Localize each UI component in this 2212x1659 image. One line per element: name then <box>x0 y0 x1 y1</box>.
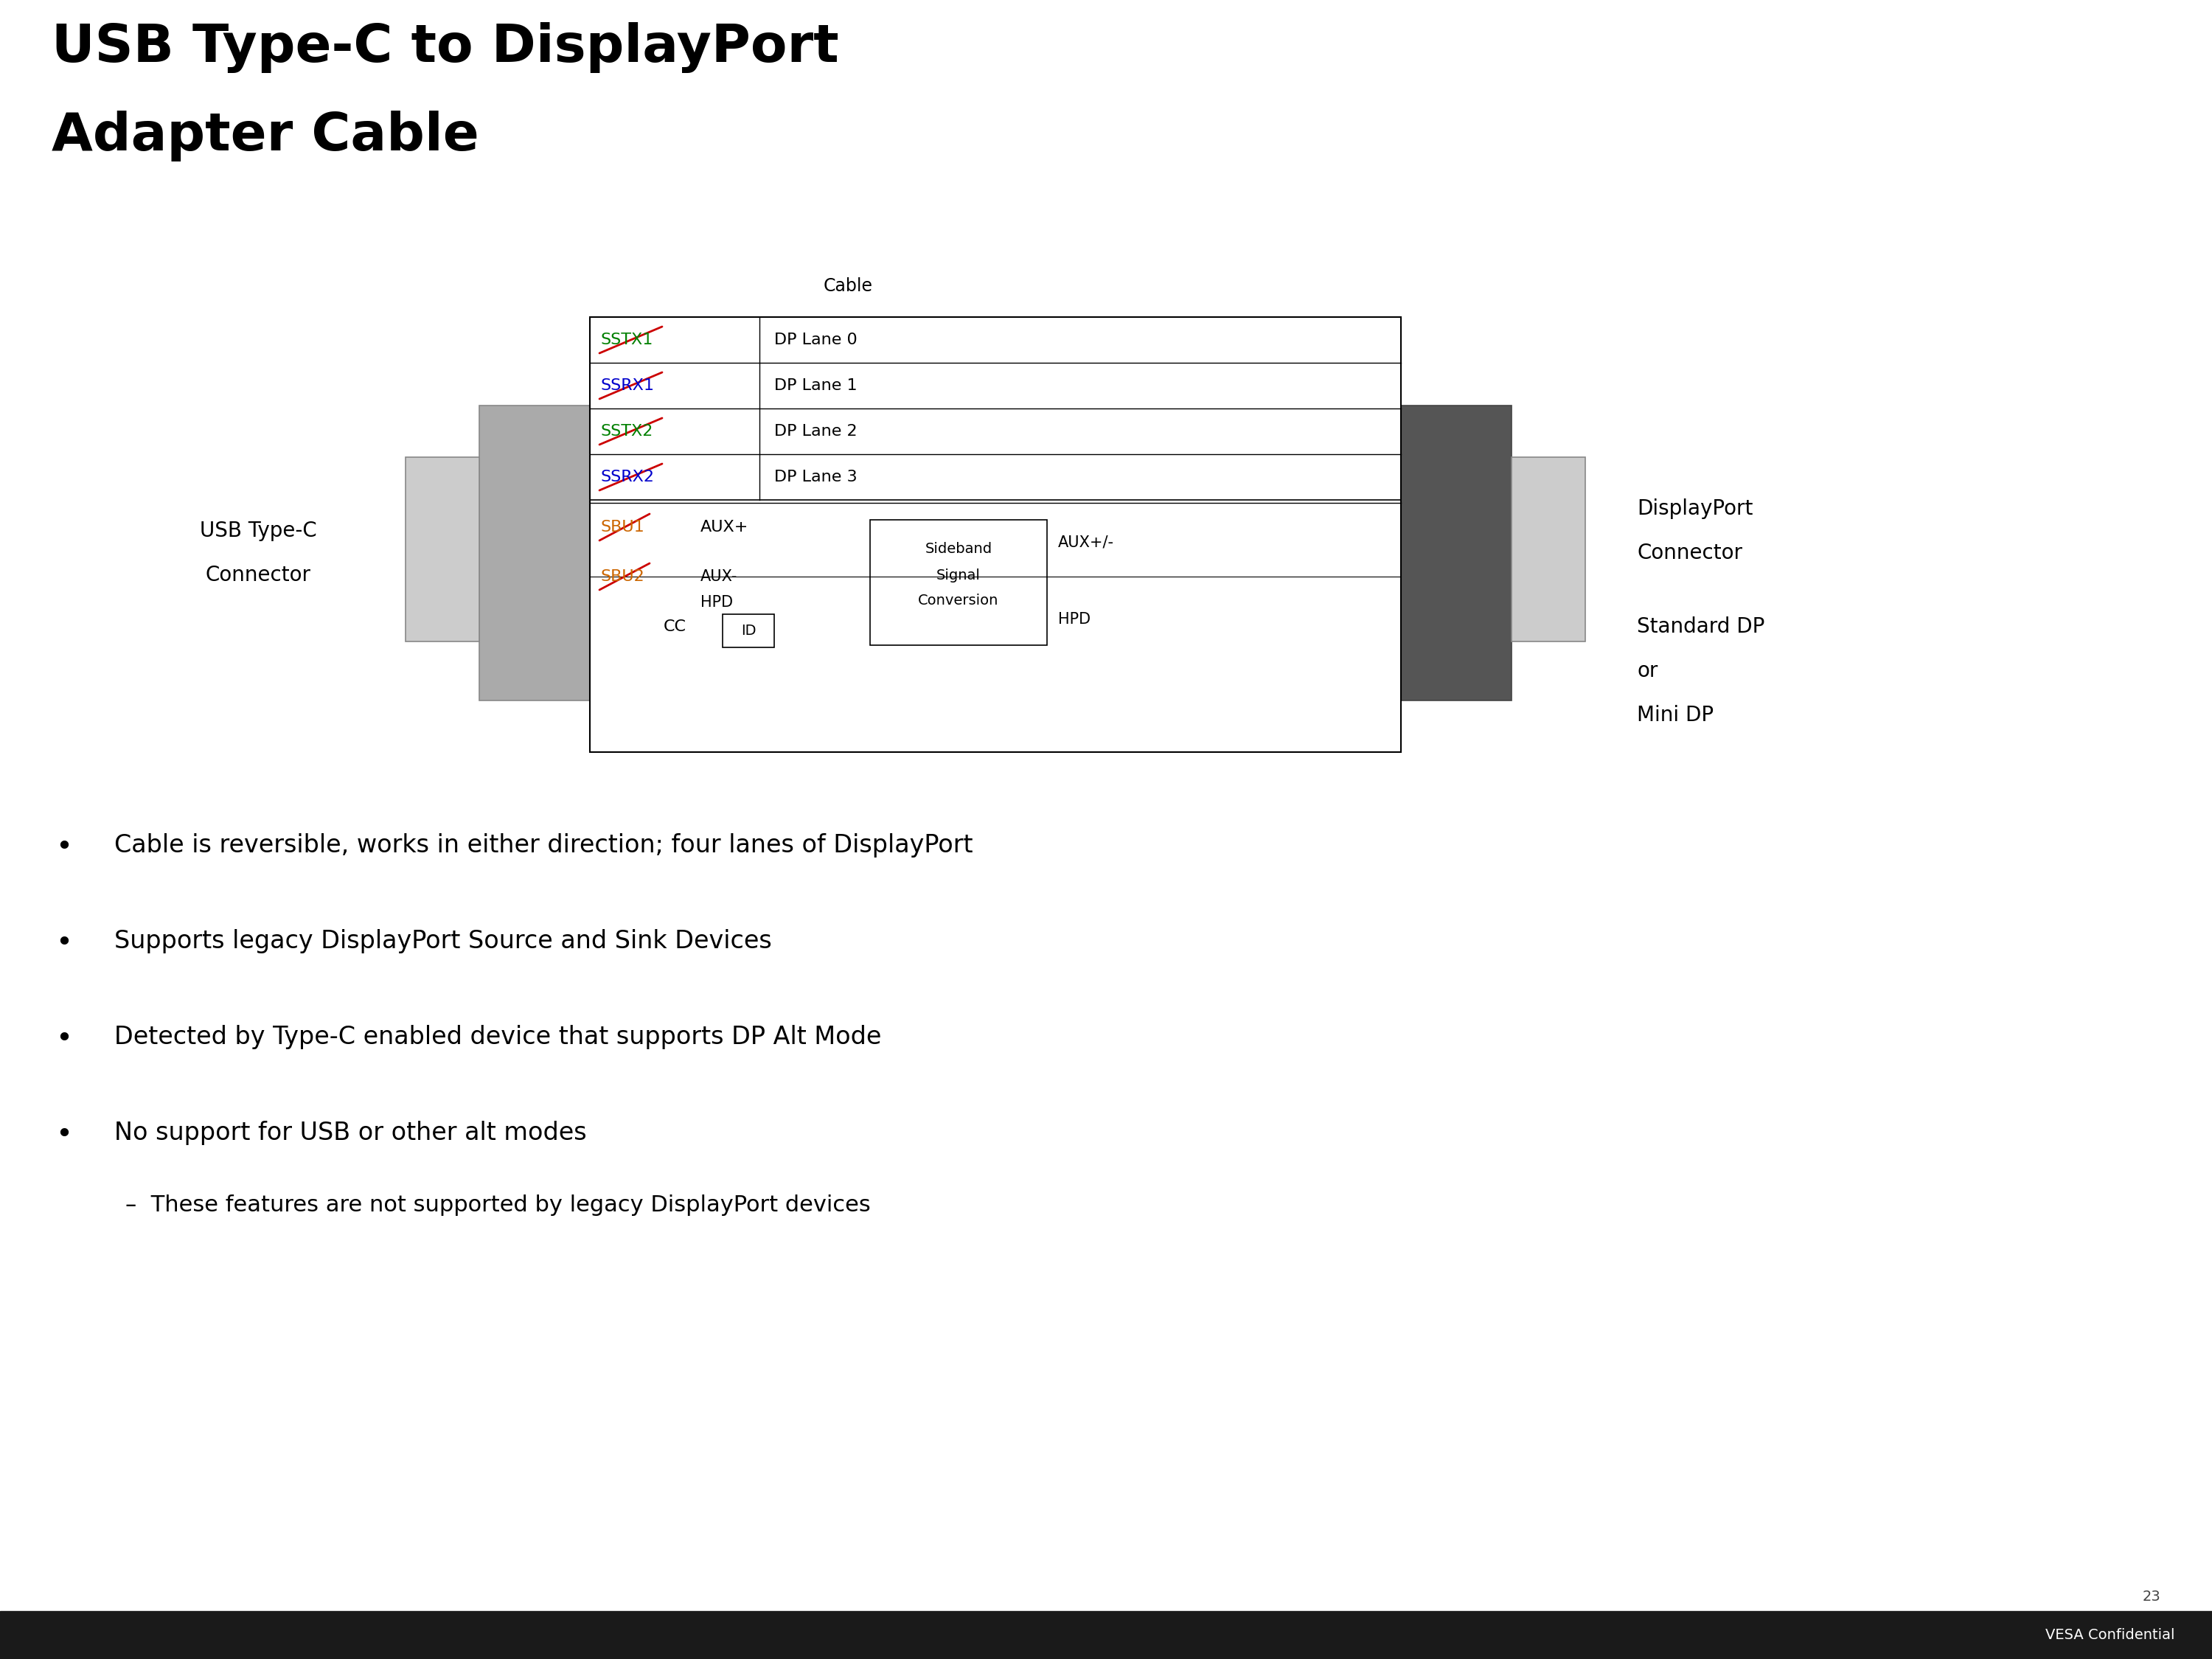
Text: Connector: Connector <box>206 564 310 586</box>
Text: AUX+/-: AUX+/- <box>1057 534 1115 549</box>
Text: or: or <box>1637 660 1657 682</box>
Text: Supports legacy DisplayPort Source and Sink Devices: Supports legacy DisplayPort Source and S… <box>115 929 772 954</box>
Text: DP Lane 1: DP Lane 1 <box>774 378 858 393</box>
Text: SBU2: SBU2 <box>602 569 646 584</box>
Text: No support for USB or other alt modes: No support for USB or other alt modes <box>115 1121 586 1145</box>
Bar <box>480 405 591 700</box>
Text: Cable: Cable <box>823 277 872 295</box>
Text: CC: CC <box>664 619 686 634</box>
Text: DP Lane 0: DP Lane 0 <box>774 332 858 347</box>
Bar <box>0 1611 2212 1659</box>
Text: –  These features are not supported by legacy DisplayPort devices: – These features are not supported by le… <box>126 1194 872 1216</box>
Text: SSTX1: SSTX1 <box>602 332 653 347</box>
Text: AUX+: AUX+ <box>701 519 748 534</box>
Text: AUX-: AUX- <box>701 569 737 584</box>
Text: •: • <box>55 833 73 861</box>
Text: •: • <box>55 929 73 957</box>
Text: Connector: Connector <box>1637 542 1743 564</box>
Text: SBU1: SBU1 <box>602 519 646 534</box>
Bar <box>869 519 1046 645</box>
Text: Conversion: Conversion <box>918 594 1000 607</box>
Text: DP Lane 3: DP Lane 3 <box>774 469 858 484</box>
Text: •: • <box>55 1121 73 1148</box>
Text: Sideband: Sideband <box>925 542 993 556</box>
Text: SSRX2: SSRX2 <box>602 469 655 484</box>
Bar <box>723 614 774 647</box>
Text: USB Type-C: USB Type-C <box>199 521 316 541</box>
Text: SSRX1: SSRX1 <box>602 378 655 393</box>
Text: Mini DP: Mini DP <box>1637 705 1714 725</box>
Text: DP Lane 2: DP Lane 2 <box>774 425 858 438</box>
Bar <box>1400 405 1511 700</box>
Text: 23: 23 <box>2141 1589 2161 1604</box>
Bar <box>405 458 480 642</box>
Text: HPD: HPD <box>701 596 732 611</box>
Text: VESA Confidential: VESA Confidential <box>2046 1627 2174 1642</box>
Text: •: • <box>55 1025 73 1053</box>
Text: ID: ID <box>741 624 757 637</box>
Text: Standard DP: Standard DP <box>1637 617 1765 637</box>
Text: Signal: Signal <box>936 567 980 582</box>
Text: SSTX2: SSTX2 <box>602 425 653 438</box>
Bar <box>1511 458 1586 642</box>
Text: DisplayPort: DisplayPort <box>1637 498 1752 519</box>
Text: USB Type-C to DisplayPort: USB Type-C to DisplayPort <box>51 22 838 73</box>
Text: Detected by Type-C enabled device that supports DP Alt Mode: Detected by Type-C enabled device that s… <box>115 1025 880 1048</box>
Text: Cable is reversible, works in either direction; four lanes of DisplayPort: Cable is reversible, works in either dir… <box>115 833 973 858</box>
Bar <box>591 317 1400 752</box>
Text: Adapter Cable: Adapter Cable <box>51 111 480 161</box>
Text: HPD: HPD <box>1057 612 1091 627</box>
